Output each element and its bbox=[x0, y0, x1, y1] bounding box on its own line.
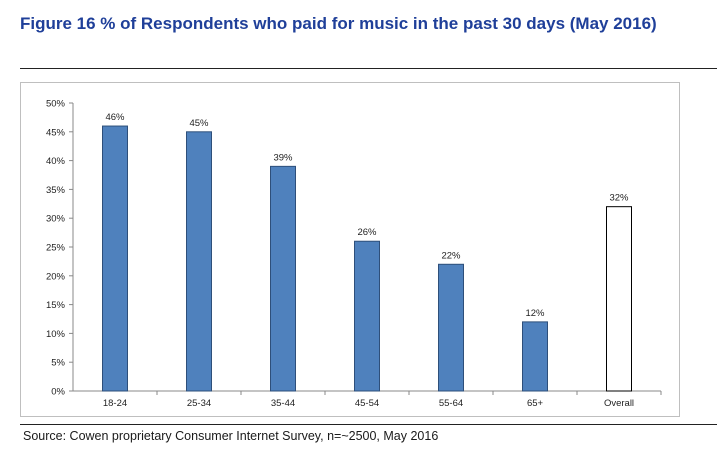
y-tick-label: 30% bbox=[46, 214, 66, 225]
bar-45-54 bbox=[354, 240, 380, 392]
data-label: 12% bbox=[525, 308, 545, 319]
x-tick-label: 65+ bbox=[527, 398, 544, 409]
bar-18-24 bbox=[102, 125, 128, 392]
data-label: 26% bbox=[357, 227, 377, 238]
y-tick-label: 35% bbox=[46, 185, 66, 196]
x-tick-label: 45-54 bbox=[355, 398, 379, 409]
data-label: 22% bbox=[441, 250, 461, 261]
x-tick-label: 25-34 bbox=[187, 398, 211, 409]
data-label: 45% bbox=[189, 118, 209, 129]
y-tick-label: 20% bbox=[46, 271, 66, 282]
x-axis: 18-24 25-34 35-44 45-54 55-64 65+ Overall bbox=[73, 390, 662, 409]
y-tick-label: 40% bbox=[46, 156, 66, 167]
data-labels: 46% 45% 39% 26% 22% 12% 32% bbox=[105, 112, 629, 319]
x-tick-label: 55-64 bbox=[439, 398, 463, 409]
chart-area: 0% 5% 10% 15% 20% 25% 30% 35% 40% 45% 50% 18-24 25-… bbox=[20, 82, 680, 417]
source-rule bbox=[20, 424, 717, 425]
source-note: Source: Cowen proprietary Consumer Inter… bbox=[23, 429, 439, 443]
y-tick-label: 45% bbox=[46, 127, 66, 138]
y-tick-label: 0% bbox=[51, 387, 65, 398]
figure-title: Figure 16 % of Respondents who paid for … bbox=[20, 14, 657, 33]
bars bbox=[102, 125, 632, 392]
y-tick-label: 5% bbox=[51, 358, 65, 369]
y-tick-label: 25% bbox=[46, 243, 66, 254]
y-tick-label: 15% bbox=[46, 300, 66, 311]
y-tick-label: 10% bbox=[46, 329, 66, 340]
x-tick-label: 35-44 bbox=[271, 398, 295, 409]
y-tick-label: 50% bbox=[46, 99, 66, 110]
data-label: 39% bbox=[273, 152, 293, 163]
title-rule bbox=[20, 68, 717, 69]
data-label: 46% bbox=[105, 112, 125, 123]
x-tick-label: Overall bbox=[604, 398, 634, 409]
x-tick-label: 18-24 bbox=[103, 398, 127, 409]
bar-overall bbox=[606, 206, 632, 392]
data-label: 32% bbox=[609, 193, 629, 204]
bar-55-64 bbox=[438, 263, 464, 392]
y-axis: 0% 5% 10% 15% 20% 25% 30% 35% 40% 45% 50% bbox=[46, 99, 74, 398]
bar-25-34 bbox=[186, 131, 212, 392]
bar-35-44 bbox=[270, 165, 296, 392]
bar-65 bbox=[522, 321, 548, 392]
bar-chart: 0% 5% 10% 15% 20% 25% 30% 35% 40% 45% 50% 18-24 25-… bbox=[46, 99, 662, 409]
